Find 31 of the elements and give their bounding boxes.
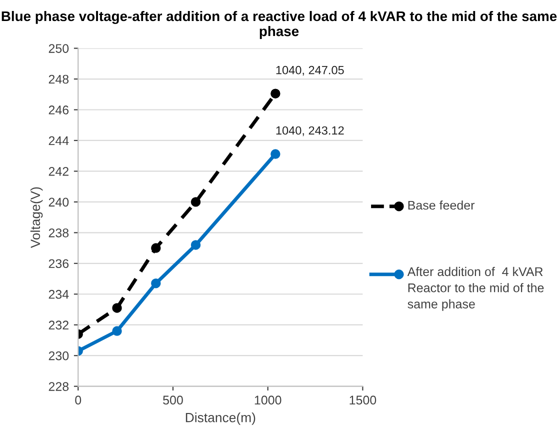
y-tick-label: 238 (48, 228, 69, 238)
y-tick-label: 234 (48, 290, 69, 299)
legend-label: Base feeder (408, 200, 475, 210)
y-tick-label: 248 (48, 74, 69, 84)
y-tick-label: 242 (48, 167, 68, 176)
x-tick-label: 1000 (254, 396, 282, 405)
point (190, 197, 201, 207)
legend-label: After addition of 4 kVAR Reactor to the mid of the same phase (407, 266, 544, 311)
x-tick-label: 0 (75, 396, 82, 405)
point (270, 88, 280, 98)
point (112, 326, 122, 336)
point (151, 243, 161, 253)
y-tick-label: 230 (48, 351, 69, 360)
annotation: 1040, 247.05 (276, 66, 344, 76)
point (190, 240, 201, 250)
x-tick-label: 1500 (350, 396, 376, 405)
y-tick-label: 232 (48, 320, 68, 330)
point (112, 303, 122, 313)
y-tick-label: 240 (48, 198, 69, 207)
point (151, 278, 161, 288)
x-tick-label: 500 (163, 396, 183, 405)
y-tick-label: 236 (48, 259, 69, 268)
y-tick-label: 250 (48, 44, 69, 53)
y-axis-title: Voltage(V) (30, 187, 43, 248)
y-tick-label: 228 (48, 382, 69, 391)
y-tick-label: 246 (48, 106, 69, 114)
x-axis-title: Distance(m) (186, 412, 256, 425)
annotation: 1040, 243.12 (276, 126, 344, 136)
chart-title: Blue phase voltage-after addition of a reactive load of 4 kVAR to the mid of the same phase (2, 10, 557, 39)
point (270, 149, 280, 159)
y-tick-label: 244 (48, 136, 69, 146)
